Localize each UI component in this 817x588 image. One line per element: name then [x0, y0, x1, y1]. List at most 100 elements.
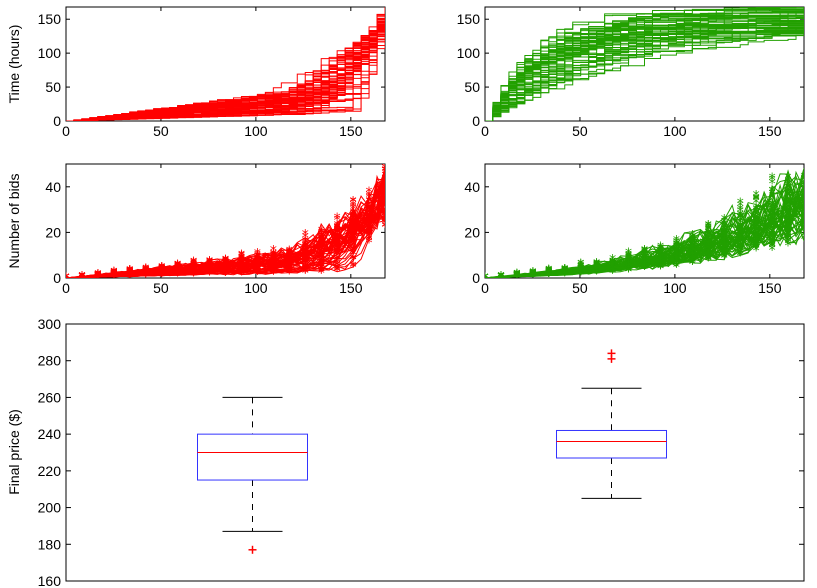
star-marker: *	[206, 266, 213, 282]
series-line	[66, 16, 385, 121]
star-marker: *	[785, 196, 792, 212]
star-marker: *	[737, 211, 744, 227]
star-marker: *	[78, 271, 85, 287]
star-marker: *	[641, 255, 648, 271]
star-marker: *	[529, 268, 536, 284]
star-marker: *	[94, 269, 101, 285]
star-marker: *	[63, 271, 70, 287]
star-marker: *	[785, 188, 792, 204]
star-marker: *	[785, 186, 792, 202]
star-marker: *	[482, 271, 489, 287]
star-marker: *	[222, 267, 229, 283]
star-marker: *	[254, 262, 261, 278]
star-marker: *	[63, 271, 70, 287]
star-marker: *	[625, 265, 632, 281]
star-marker: *	[513, 268, 520, 284]
star-marker: *	[673, 255, 680, 271]
star-marker: *	[63, 271, 70, 287]
star-marker: *	[657, 246, 664, 262]
star-marker: *	[63, 271, 70, 287]
star-marker: *	[254, 259, 261, 275]
star-marker: *	[497, 270, 504, 286]
star-marker: *	[497, 270, 504, 286]
star-marker: *	[737, 235, 744, 251]
star-marker: *	[63, 271, 70, 287]
star-marker: *	[94, 268, 101, 284]
star-marker: *	[350, 239, 357, 255]
star-marker: *	[513, 267, 520, 283]
star-marker: *	[497, 269, 504, 285]
star-marker: *	[94, 269, 101, 285]
star-marker: *	[673, 237, 680, 253]
y-tick-label: 0	[53, 270, 61, 286]
star-marker: *	[705, 252, 712, 268]
star-marker: *	[673, 250, 680, 266]
star-marker: *	[318, 235, 325, 251]
star-marker: *	[350, 239, 357, 255]
star-marker: *	[382, 179, 389, 195]
star-marker: *	[366, 212, 373, 228]
star-marker: *	[334, 236, 341, 252]
star-marker: *	[318, 263, 325, 279]
star-marker: *	[513, 269, 520, 285]
star-marker: *	[785, 189, 792, 205]
y-tick-label: 180	[38, 536, 62, 552]
star-marker: *	[94, 269, 101, 285]
star-marker: *	[302, 247, 309, 263]
star-marker: *	[689, 252, 696, 268]
star-marker: *	[497, 270, 504, 286]
x-tick-label: 50	[153, 123, 169, 139]
star-marker: *	[174, 259, 181, 275]
star-marker: *	[206, 260, 213, 276]
star-marker: *	[318, 248, 325, 264]
star-marker: *	[94, 268, 101, 284]
x-tick-label: 0	[62, 123, 70, 139]
star-marker: *	[366, 199, 373, 215]
star-marker: *	[254, 246, 261, 262]
star-marker: *	[334, 240, 341, 256]
star-marker: *	[222, 260, 229, 276]
star-marker: *	[641, 249, 648, 265]
star-marker: *	[350, 231, 357, 247]
star-marker: *	[497, 269, 504, 285]
star-marker: *	[721, 237, 728, 253]
star-marker: *	[753, 213, 760, 229]
star-marker: *	[63, 271, 70, 287]
star-marker: *	[721, 237, 728, 253]
star-marker: *	[513, 269, 520, 285]
star-marker: *	[545, 264, 552, 280]
star-marker: *	[529, 266, 536, 282]
star-marker: *	[302, 247, 309, 263]
star-marker: *	[318, 259, 325, 275]
star-marker: *	[641, 255, 648, 271]
star-marker: *	[689, 241, 696, 257]
star-marker: *	[801, 218, 808, 234]
star-marker: *	[94, 270, 101, 286]
y-tick-label: 0	[53, 113, 61, 129]
star-marker: *	[286, 258, 293, 274]
star-marker: *	[753, 208, 760, 224]
star-marker: *	[318, 251, 325, 267]
star-marker: *	[78, 270, 85, 286]
star-marker: *	[801, 173, 808, 189]
star-marker: *	[270, 266, 277, 282]
star-marker: *	[366, 206, 373, 222]
star-marker: *	[382, 206, 389, 222]
star-marker: *	[497, 270, 504, 286]
iqr-box	[556, 429, 667, 459]
star-marker: *	[657, 255, 664, 271]
star-marker: *	[657, 251, 664, 267]
star-marker: *	[497, 270, 504, 286]
star-marker: *	[382, 205, 389, 221]
star-marker: *	[238, 268, 245, 284]
star-marker: *	[737, 234, 744, 250]
star-marker: *	[801, 223, 808, 239]
star-marker: *	[78, 270, 85, 286]
star-marker: *	[334, 263, 341, 279]
star-marker: *	[769, 239, 776, 255]
star-marker: *	[641, 255, 648, 271]
star-marker: *	[350, 229, 357, 245]
star-marker: *	[785, 194, 792, 210]
star-marker: *	[94, 269, 101, 285]
star-marker: *	[561, 265, 568, 281]
